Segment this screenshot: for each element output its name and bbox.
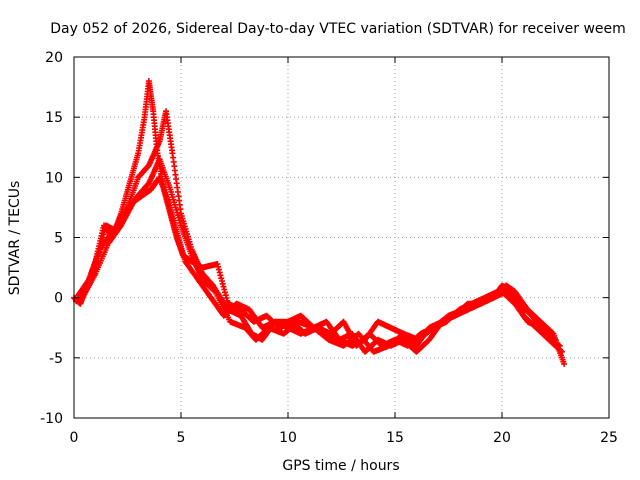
x-tick-label: 0: [70, 430, 79, 446]
x-tick-label: 10: [279, 430, 297, 446]
y-tick-label: 5: [54, 231, 63, 247]
x-tick-label: 5: [177, 430, 186, 446]
y-tick-label: 10: [45, 170, 63, 186]
chart-title: Day 052 of 2026, Sidereal Day-to-day VTE…: [50, 21, 626, 37]
y-tick-label: -5: [49, 351, 63, 367]
series-markers: [79, 174, 563, 349]
series-track-4: [79, 174, 563, 349]
y-tick-label: 0: [54, 291, 63, 307]
y-tick-label: 20: [45, 50, 63, 66]
data-series: [71, 78, 568, 367]
y-tick-label: 15: [45, 110, 63, 126]
y-axis-label: SDTVAR / TECUs: [7, 181, 23, 296]
x-tick-label: 25: [600, 430, 618, 446]
axis-ticks: 0 5 10 15 20 25 -10 -5 0 5 10 15 20: [40, 50, 618, 446]
x-tick-label: 20: [493, 430, 511, 446]
x-axis-label: GPS time / hours: [282, 458, 399, 474]
x-tick-label: 15: [386, 430, 404, 446]
y-tick-label: -10: [40, 411, 63, 427]
